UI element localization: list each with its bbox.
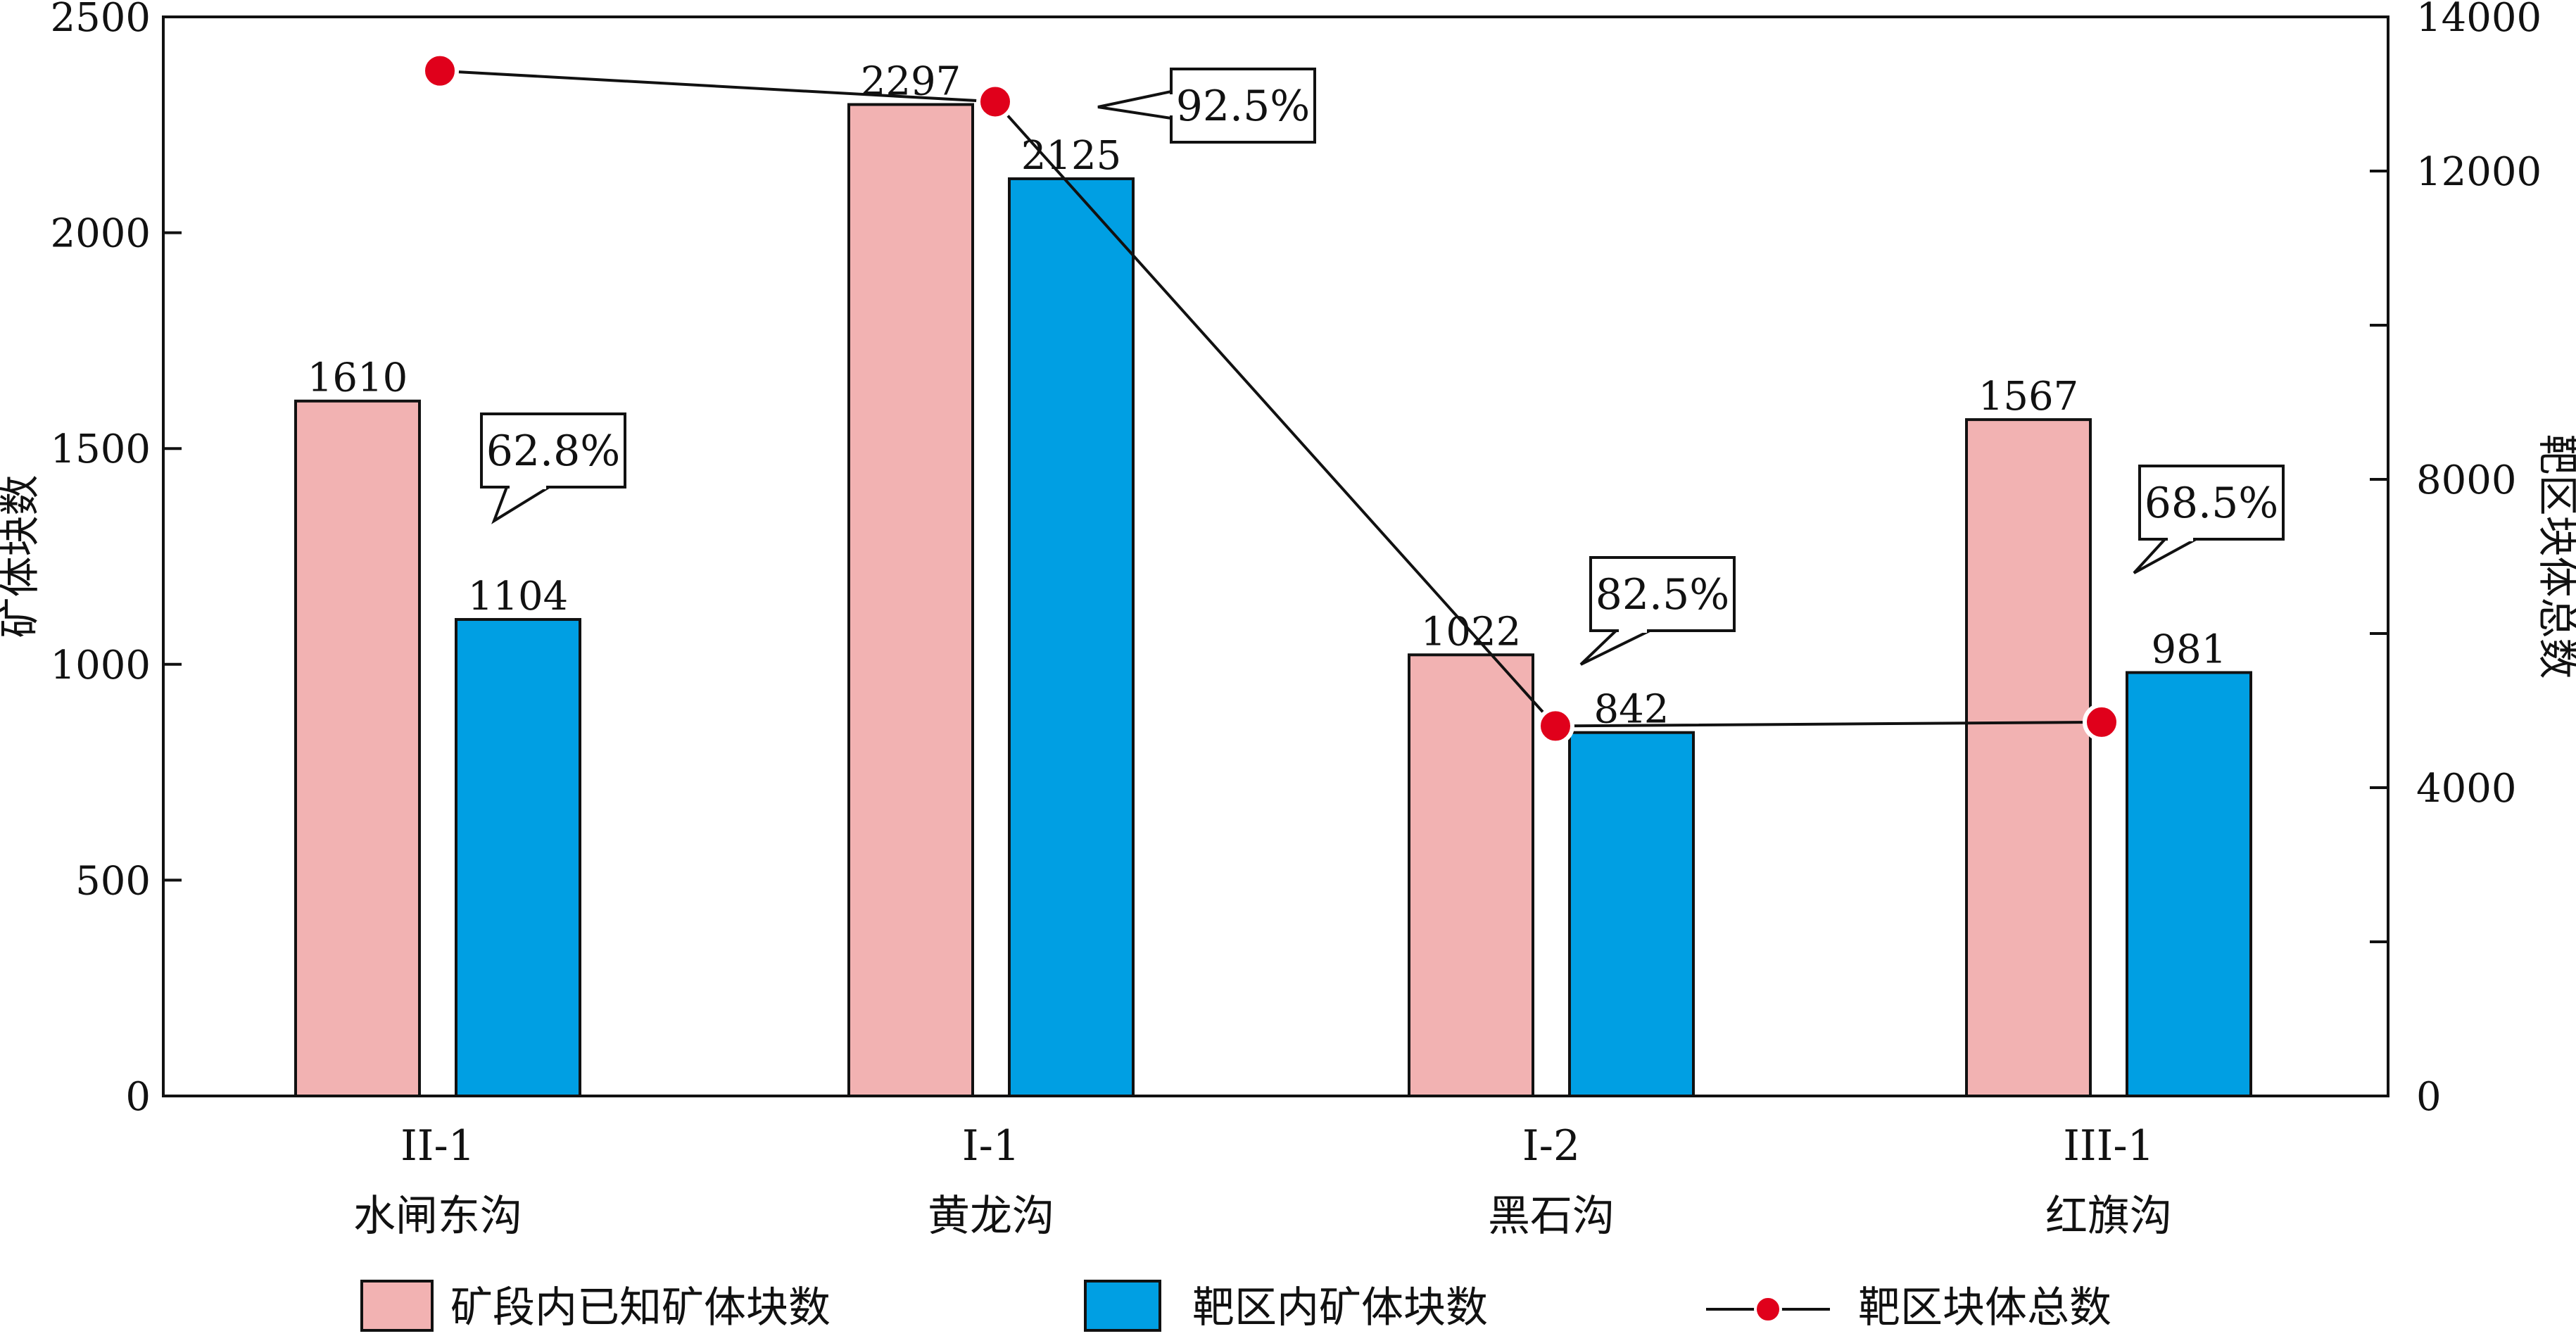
callout-pointer [1097,89,1173,120]
legend: 矿段内已知矿体块数 靶区内矿体块数 靶区块体总数 [360,1280,2111,1332]
bar-target-orebodies [1568,731,1695,1097]
bar-value-label: 1610 [308,355,408,401]
total-blocks-line [439,69,2102,728]
legend-marker-total-blocks [1754,1295,1782,1323]
total-blocks-point [976,82,1014,121]
bar-value-label: 2125 [1021,133,1122,179]
total-blocks-point [1536,707,1574,745]
bar-value-label: 1567 [1978,374,2079,420]
total-blocks-point [421,51,459,90]
percent-callout-label: 62.8% [486,427,621,476]
right-axis-tick-label: 4000 [2416,766,2517,812]
category-name-label: 黑石沟 [1488,1192,1615,1241]
legend-label-known-orebodies: 矿段内已知矿体块数 [450,1283,831,1332]
axis-layer: 0 500 1000 1500 2000 2500 0 4000 8000 12000 14000 矿… [0,0,2576,1241]
right-axis-title: 靶区块体总数 [2534,434,2576,679]
bar-known-orebodies [294,399,421,1097]
category-name-label: 红旗沟 [2045,1192,2172,1241]
bar-target-orebodies [2126,671,2252,1097]
left-axis-tick-label: 1000 [50,643,151,688]
percent-callout-label: 82.5% [1596,570,1730,619]
callout-pointer [2133,538,2197,574]
percent-callout-label: 92.5% [1176,82,1311,131]
callout-box [2138,465,2285,541]
category-code-label: I-2 [1522,1121,1580,1171]
bar-value-label: 981 [2152,626,2227,672]
callout-pointer [1579,629,1650,666]
left-axis-tick-label: 2000 [50,211,151,257]
legend-label-target-orebodies: 靶区内矿体块数 [1192,1283,1488,1332]
category-code-label: I-1 [962,1121,1020,1171]
legend-swatch-target-orebodies [1084,1280,1161,1332]
bar-target-orebodies [1008,177,1135,1098]
right-axis-tick-label: 14000 [2416,0,2542,41]
bar-known-orebodies [1965,418,2092,1097]
callout-box [480,412,626,489]
left-axis-tick-label: 2500 [50,0,151,41]
line-layer [421,51,2121,745]
callout-layer: 62.8% 92.5% 82.5% 68.5% [480,68,2285,666]
category-name-label: 水闸东沟 [353,1192,522,1241]
category-code-label: III-1 [2063,1121,2154,1171]
left-axis-tick-label: 1500 [50,427,151,472]
right-axis-tick-label: 8000 [2416,458,2517,503]
total-blocks-point [2083,702,2121,741]
percent-callout-label: 68.5% [2145,479,2279,528]
bar-known-orebodies [847,103,974,1097]
category-name-label: 黄龙沟 [928,1192,1054,1241]
bar-target-orebodies [455,618,581,1097]
bar-known-orebodies [1408,653,1534,1097]
legend-label-total-blocks: 靶区块体总数 [1858,1283,2111,1332]
category-code-label: II-1 [400,1121,475,1171]
bar-value-label: 1104 [468,574,569,619]
callout-pointer [491,486,555,524]
left-axis-tick-label: 0 [125,1074,151,1120]
legend-swatch-known-orebodies [360,1280,434,1332]
plot-frame [162,15,2389,1097]
left-axis-tick-label: 500 [75,858,151,904]
left-axis-title: 矿体块数 [0,474,44,638]
right-axis-tick-label: 0 [2416,1074,2442,1120]
callout-box [1589,556,1736,632]
right-axis-tick-label: 12000 [2416,149,2542,195]
